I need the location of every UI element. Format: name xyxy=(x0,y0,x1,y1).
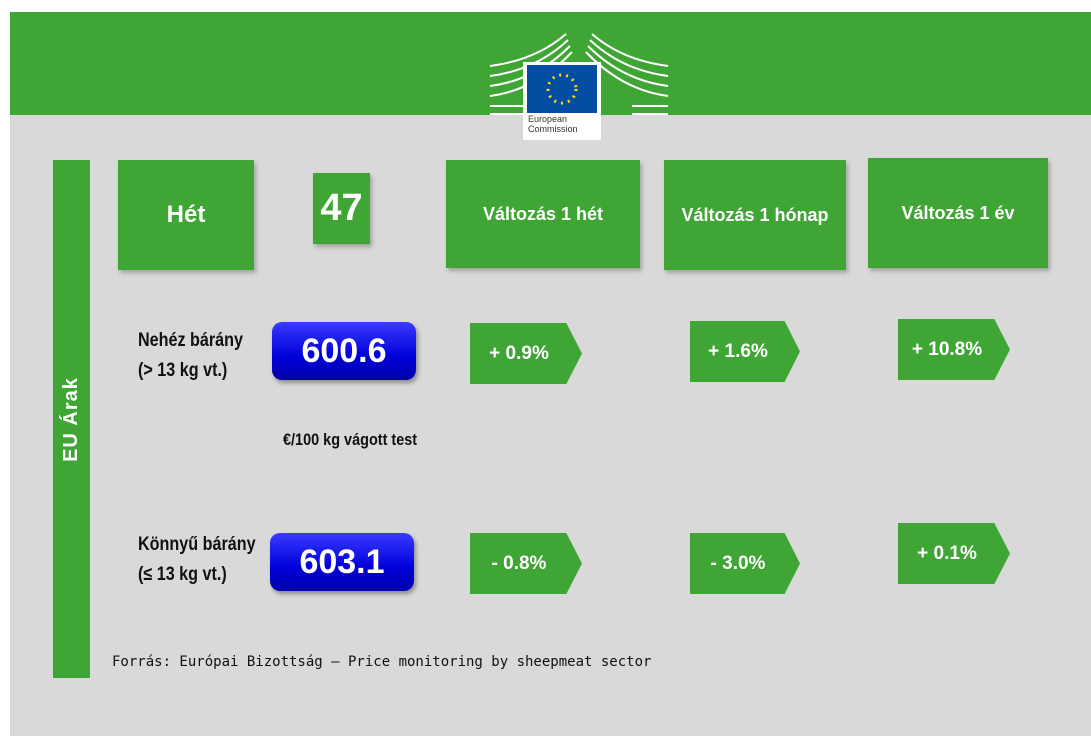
row-label-line: (≤ 13 kg vt.) xyxy=(138,564,227,585)
logo xyxy=(489,33,669,140)
change-arrow: + 10.8% xyxy=(898,319,1010,380)
price: 603.1 xyxy=(270,533,414,591)
side-label: EU Árak xyxy=(60,376,82,462)
price: 600.6 xyxy=(272,322,416,380)
change-arrow: + 0.9% xyxy=(470,323,582,384)
column-header: Változás 1 hét xyxy=(446,160,640,268)
row-label-line: (> 13 kg vt.) xyxy=(138,360,228,381)
week-label: Hét xyxy=(118,160,254,270)
column-header: Változás 1 hónap xyxy=(664,160,846,270)
row-label-line: Nehéz bárány xyxy=(138,330,244,351)
source-note: Forrás: Európai Bizottság – Price monito… xyxy=(112,654,652,670)
column-header: Változás 1 év xyxy=(868,158,1048,268)
row-label: Nehéz bárány (> 13 kg vt.) xyxy=(138,326,262,386)
change-arrow: + 0.1% xyxy=(898,523,1010,584)
logo-line: Commission xyxy=(528,124,578,134)
row-label: Könnyű bárány (≤ 13 kg vt.) xyxy=(138,530,276,590)
side-bar: EU Árak xyxy=(53,160,90,678)
week-value: 47 xyxy=(313,173,370,244)
row-label-line: Könnyű bárány xyxy=(138,534,256,555)
change-arrow: + 1.6% xyxy=(690,321,800,382)
unit-note: €/100 kg vágott test xyxy=(283,430,418,449)
logo-line: European xyxy=(528,114,568,124)
change-arrow: - 0.8% xyxy=(470,533,582,594)
change-arrow: - 3.0% xyxy=(690,533,800,594)
logo-text: European Commission xyxy=(528,114,578,134)
